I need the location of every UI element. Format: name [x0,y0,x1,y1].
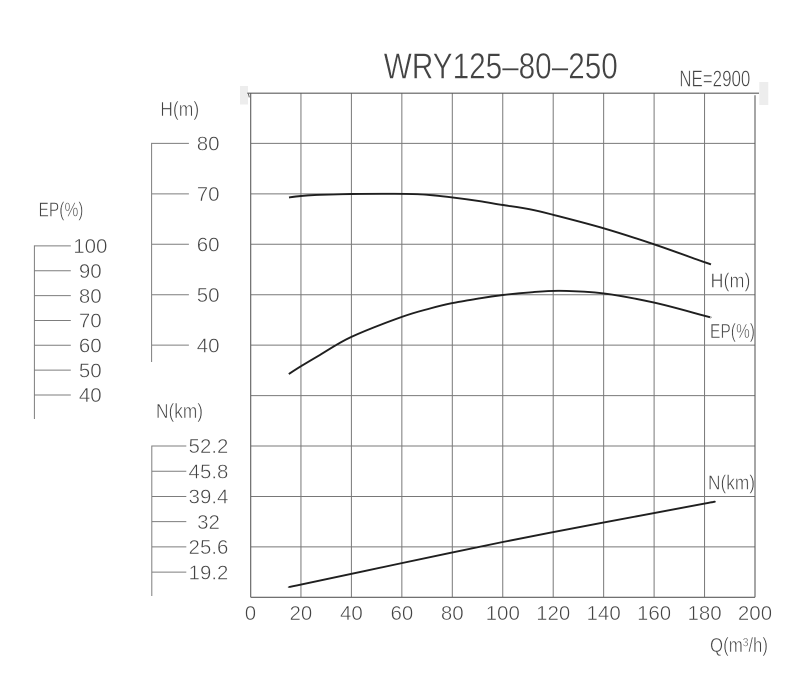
svg-text:52.2: 52.2 [189,435,229,458]
svg-text:80: 80 [441,602,464,625]
svg-text:80: 80 [197,133,220,156]
svg-text:50: 50 [197,284,220,307]
svg-text:20: 20 [290,602,313,625]
svg-text:19.2: 19.2 [189,561,229,584]
svg-text:180: 180 [687,602,721,625]
svg-text:40: 40 [79,384,102,407]
svg-text:200: 200 [738,602,772,625]
svg-text:60: 60 [79,335,102,358]
svg-text:160: 160 [637,602,671,625]
svg-text:45.8: 45.8 [189,460,229,483]
svg-text:H(m): H(m) [160,99,199,121]
svg-text:32: 32 [197,511,220,534]
svg-text:40: 40 [197,334,220,357]
svg-text:39.4: 39.4 [189,486,229,509]
svg-text:N(km): N(km) [156,401,203,423]
svg-text:H(m): H(m) [711,270,751,292]
svg-text:EP(%): EP(%) [39,200,84,222]
svg-text:70: 70 [197,183,220,206]
svg-text:80: 80 [79,285,102,308]
svg-text:EP(%): EP(%) [710,321,755,343]
svg-text:WRY125–80–250: WRY125–80–250 [384,46,618,87]
svg-text:100: 100 [486,602,520,625]
svg-text:50: 50 [79,359,102,382]
svg-text:60: 60 [197,233,220,256]
svg-text:40: 40 [340,602,363,625]
svg-text:70: 70 [79,310,102,333]
svg-text:NE=2900: NE=2900 [679,65,750,91]
svg-text:N(km): N(km) [708,472,755,494]
svg-text:25.6: 25.6 [189,536,229,559]
svg-text:90: 90 [79,260,102,283]
svg-text:120: 120 [536,602,570,625]
svg-text:100: 100 [73,235,107,258]
svg-text:60: 60 [390,602,413,625]
svg-text:Q(m³/h): Q(m³/h) [710,635,768,657]
svg-text:0: 0 [245,602,256,625]
svg-text:140: 140 [587,602,621,625]
